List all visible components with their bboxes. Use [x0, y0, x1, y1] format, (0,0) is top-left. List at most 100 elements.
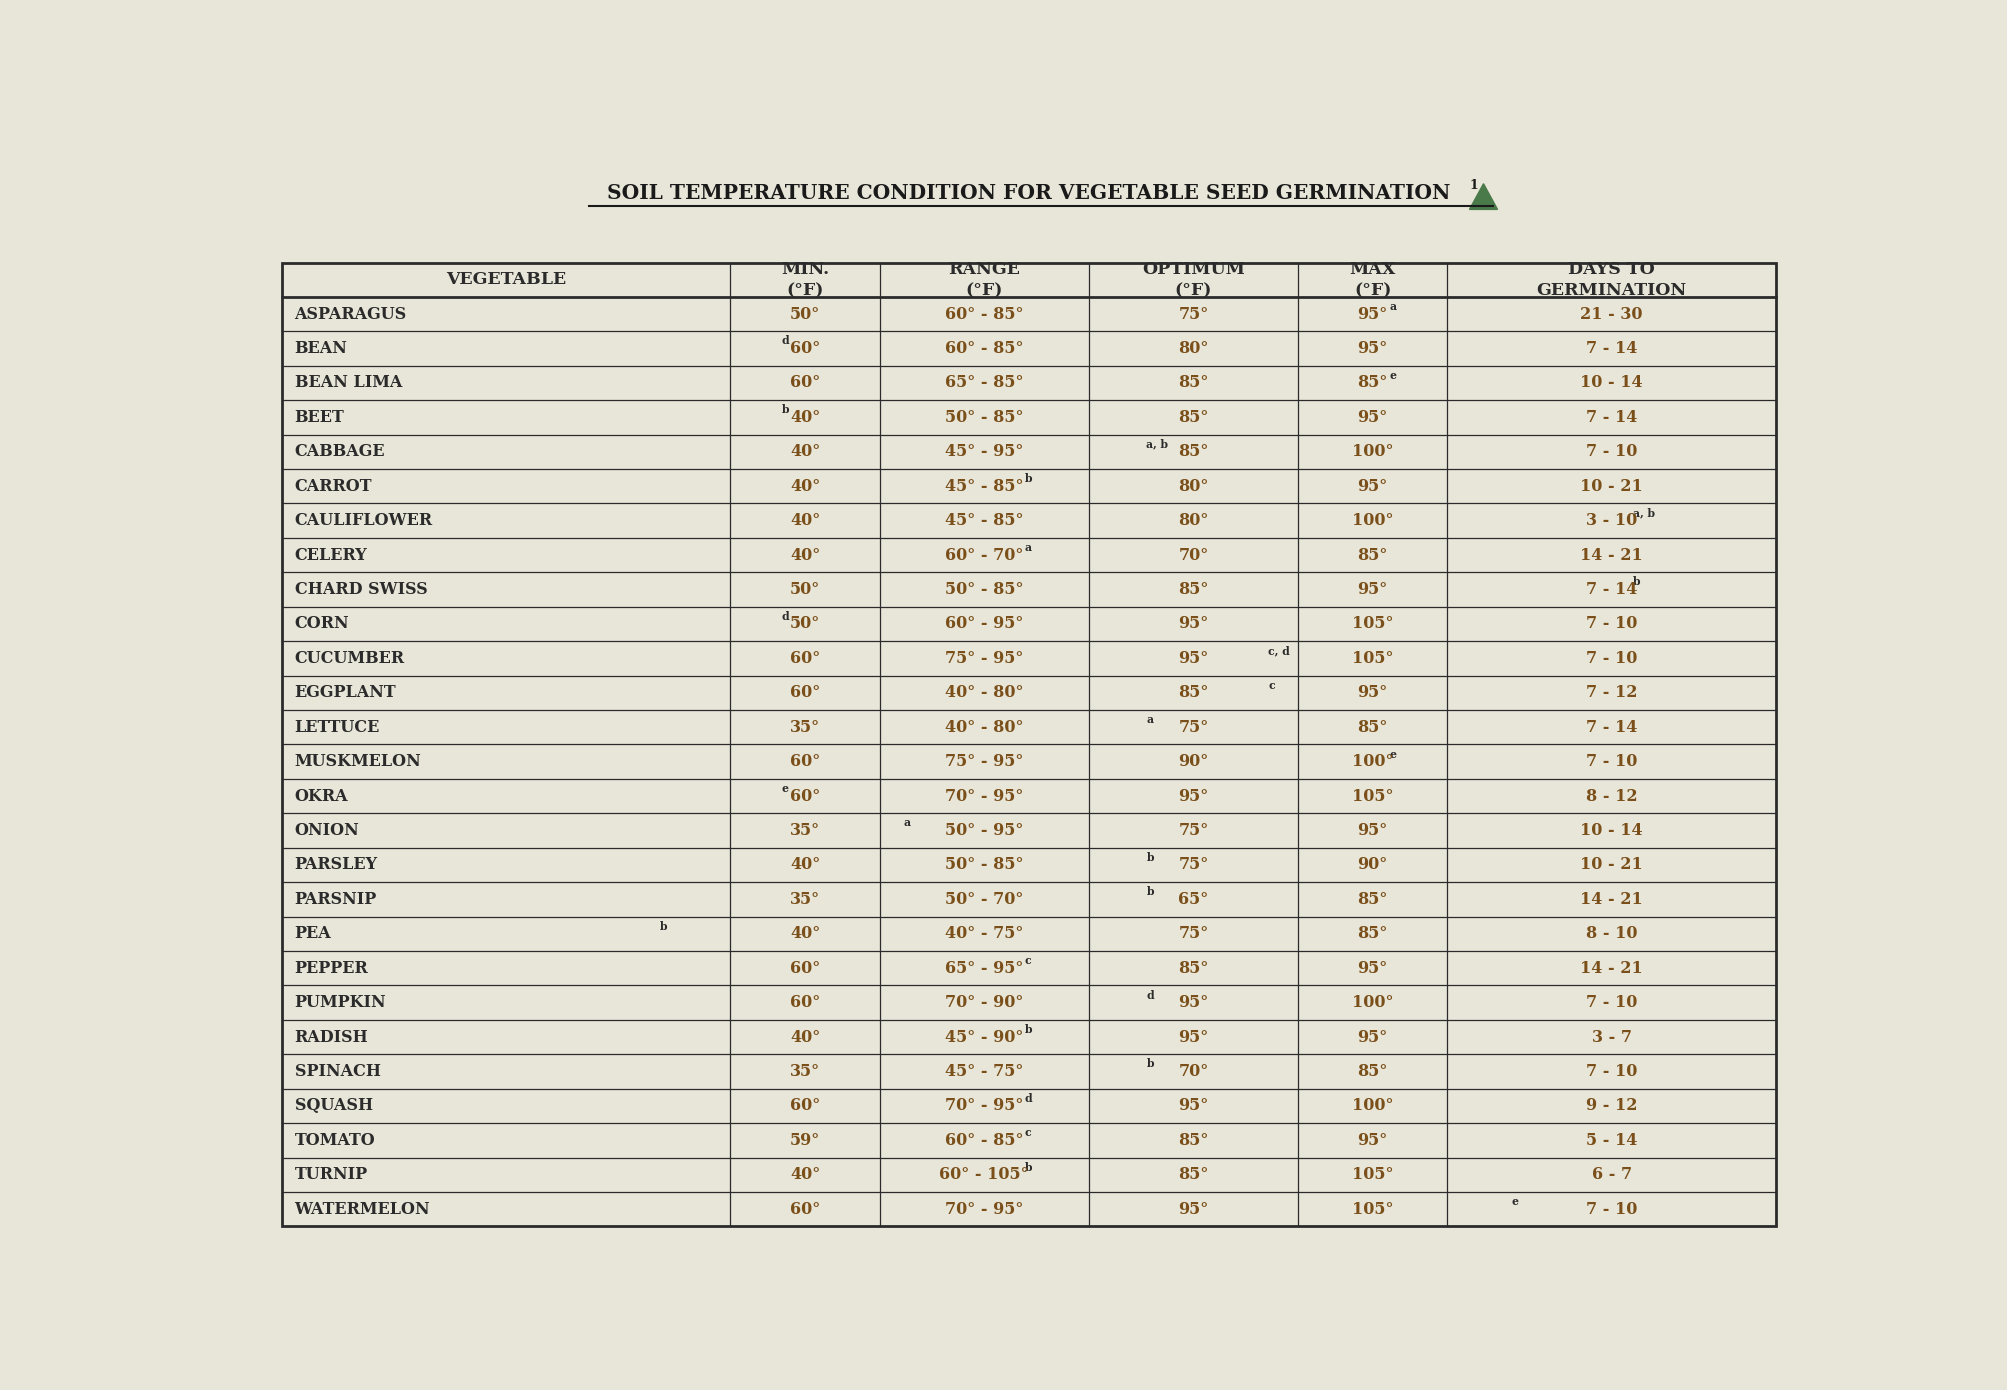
Text: 100°: 100°	[1351, 1097, 1393, 1115]
Text: 95°: 95°	[1178, 1201, 1208, 1218]
Text: 7 - 14: 7 - 14	[1586, 341, 1636, 357]
Text: 85°: 85°	[1357, 891, 1387, 908]
Text: 80°: 80°	[1178, 512, 1208, 530]
Text: 40°: 40°	[789, 926, 819, 942]
Text: d: d	[1024, 1093, 1032, 1104]
Text: 95°: 95°	[1178, 616, 1208, 632]
Text: 7 - 14: 7 - 14	[1586, 581, 1636, 598]
Text: VEGETABLE: VEGETABLE	[446, 271, 566, 289]
Text: 1: 1	[1469, 179, 1477, 192]
Text: CABBAGE: CABBAGE	[295, 443, 385, 460]
Text: 95°: 95°	[1357, 821, 1387, 840]
Text: 100°: 100°	[1351, 512, 1393, 530]
Text: 45° - 75°: 45° - 75°	[945, 1063, 1024, 1080]
Text: b: b	[1146, 887, 1154, 897]
Text: 7 - 10: 7 - 10	[1586, 649, 1636, 667]
Text: b: b	[1024, 1162, 1032, 1173]
Text: 50° - 95°: 50° - 95°	[945, 821, 1024, 840]
Text: 95°: 95°	[1178, 994, 1208, 1011]
Text: OPTIMUM
(°F): OPTIMUM (°F)	[1142, 261, 1244, 299]
Text: 60°: 60°	[789, 341, 819, 357]
Text: 95°: 95°	[1357, 306, 1387, 322]
Text: 45° - 90°: 45° - 90°	[945, 1029, 1024, 1045]
Text: a: a	[903, 817, 909, 828]
Text: 40°: 40°	[789, 856, 819, 873]
Text: 40° - 75°: 40° - 75°	[945, 926, 1024, 942]
Text: 95°: 95°	[1357, 409, 1387, 425]
Text: 60°: 60°	[789, 684, 819, 701]
Text: 95°: 95°	[1357, 959, 1387, 977]
Text: 65°: 65°	[1178, 891, 1208, 908]
Text: 105°: 105°	[1351, 1166, 1393, 1183]
Text: e: e	[1389, 749, 1397, 759]
Text: 14 - 21: 14 - 21	[1580, 546, 1642, 563]
Text: 70° - 95°: 70° - 95°	[945, 1201, 1024, 1218]
Text: 7 - 10: 7 - 10	[1586, 994, 1636, 1011]
Text: 40°: 40°	[789, 409, 819, 425]
Text: 70° - 95°: 70° - 95°	[945, 1097, 1024, 1115]
Text: 50° - 70°: 50° - 70°	[945, 891, 1024, 908]
Text: 75°: 75°	[1178, 719, 1208, 735]
Text: a: a	[1146, 714, 1152, 726]
Text: 75° - 95°: 75° - 95°	[945, 753, 1024, 770]
Text: 95°: 95°	[1357, 581, 1387, 598]
Text: CHARD SWISS: CHARD SWISS	[295, 581, 427, 598]
Text: 75°: 75°	[1178, 856, 1208, 873]
Text: RANGE
(°F): RANGE (°F)	[947, 261, 1020, 299]
Text: e: e	[781, 783, 789, 794]
Text: CARROT: CARROT	[295, 478, 371, 495]
Text: 40° - 80°: 40° - 80°	[945, 684, 1024, 701]
Text: 40°: 40°	[789, 478, 819, 495]
Text: a, b: a, b	[1632, 507, 1654, 518]
Text: 85°: 85°	[1178, 1166, 1208, 1183]
Text: 90°: 90°	[1357, 856, 1387, 873]
Text: 3 - 10: 3 - 10	[1586, 512, 1636, 530]
Text: BEAN LIMA: BEAN LIMA	[295, 374, 401, 392]
Text: BEAN: BEAN	[295, 341, 347, 357]
Text: 105°: 105°	[1351, 788, 1393, 805]
Text: 7 - 14: 7 - 14	[1586, 719, 1636, 735]
Text: 105°: 105°	[1351, 616, 1393, 632]
Text: 40°: 40°	[789, 1166, 819, 1183]
Text: 95°: 95°	[1178, 1097, 1208, 1115]
Text: 95°: 95°	[1178, 788, 1208, 805]
Text: 50°: 50°	[789, 306, 819, 322]
Text: WATERMELON: WATERMELON	[295, 1201, 429, 1218]
Text: 35°: 35°	[789, 891, 819, 908]
Text: 60° - 95°: 60° - 95°	[945, 616, 1024, 632]
Text: 10 - 21: 10 - 21	[1580, 856, 1642, 873]
Text: 70° - 90°: 70° - 90°	[945, 994, 1024, 1011]
Text: 40° - 80°: 40° - 80°	[945, 719, 1024, 735]
Text: 95°: 95°	[1178, 649, 1208, 667]
Text: 21 - 30: 21 - 30	[1580, 306, 1642, 322]
Text: 50°: 50°	[789, 581, 819, 598]
Text: 5 - 14: 5 - 14	[1586, 1131, 1636, 1148]
Text: 100°: 100°	[1351, 443, 1393, 460]
Text: d: d	[781, 610, 789, 621]
Text: 60°: 60°	[789, 1097, 819, 1115]
Text: BEET: BEET	[295, 409, 343, 425]
Text: 45° - 85°: 45° - 85°	[945, 478, 1024, 495]
Text: b: b	[1024, 473, 1032, 484]
Text: 65° - 85°: 65° - 85°	[945, 374, 1024, 392]
Text: 6 - 7: 6 - 7	[1592, 1166, 1632, 1183]
Text: 85°: 85°	[1178, 443, 1208, 460]
Text: PEPPER: PEPPER	[295, 959, 367, 977]
Text: 35°: 35°	[789, 1063, 819, 1080]
Text: MUSKMELON: MUSKMELON	[295, 753, 421, 770]
Text: 60°: 60°	[789, 788, 819, 805]
Text: 45° - 85°: 45° - 85°	[945, 512, 1024, 530]
Text: e: e	[1389, 370, 1397, 381]
Text: 85°: 85°	[1178, 581, 1208, 598]
Text: TURNIP: TURNIP	[295, 1166, 367, 1183]
Text: 75°: 75°	[1178, 306, 1208, 322]
Text: 105°: 105°	[1351, 1201, 1393, 1218]
Text: 90°: 90°	[1178, 753, 1208, 770]
Text: OKRA: OKRA	[295, 788, 347, 805]
Text: b: b	[781, 404, 789, 416]
Text: 105°: 105°	[1351, 649, 1393, 667]
Text: PARSNIP: PARSNIP	[295, 891, 377, 908]
Text: 85°: 85°	[1178, 1131, 1208, 1148]
Text: 95°: 95°	[1357, 341, 1387, 357]
Text: 40°: 40°	[789, 546, 819, 563]
